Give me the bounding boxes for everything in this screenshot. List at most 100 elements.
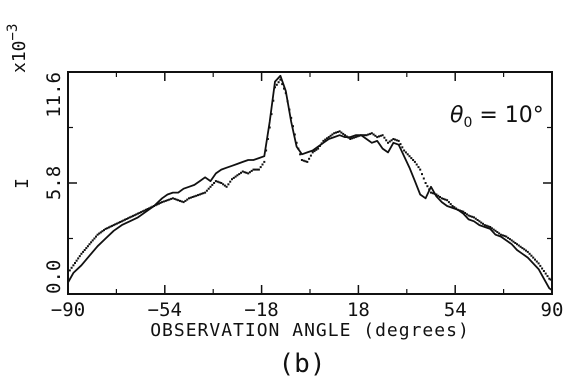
theta-symbol: θ: [450, 103, 464, 128]
series-dotted-point: [456, 208, 459, 211]
series-dotted-point: [133, 214, 136, 217]
plot-frame: [67, 71, 553, 295]
series-dotted-point: [464, 212, 467, 214]
series-dotted-point: [135, 213, 138, 216]
series-dotted-point: [250, 169, 253, 172]
series-dotted-point: [401, 146, 404, 149]
series-dotted-point: [222, 183, 225, 186]
series-dotted-point: [549, 278, 552, 281]
series-dotted-point: [507, 236, 510, 239]
series-dotted-point: [447, 201, 450, 204]
series-dotted-point: [300, 159, 303, 161]
series-dotted-point: [387, 141, 389, 144]
series-dotted-point: [523, 248, 526, 251]
y-tick-label: 0.0: [43, 260, 65, 294]
series-dotted-point: [77, 257, 80, 260]
series-dotted-point: [313, 150, 316, 153]
series-dotted-point: [119, 221, 122, 223]
series-dotted-point: [369, 132, 372, 135]
series-dotted-point: [182, 201, 185, 204]
series-dotted-point: [395, 139, 398, 142]
series-dotted-point: [335, 131, 337, 134]
series-dotted-point: [430, 191, 432, 194]
series-dotted-point: [243, 171, 246, 174]
series-dotted-point: [412, 159, 415, 161]
series-dotted-point: [431, 192, 434, 195]
series-dotted-point: [297, 147, 300, 150]
series-dotted-point: [309, 154, 312, 157]
series-dotted-point: [85, 247, 88, 250]
series-dotted-point: [428, 188, 431, 191]
series-dotted-point: [153, 205, 155, 207]
y-axis-title: I: [12, 177, 33, 189]
series-dotted-point: [381, 134, 384, 137]
series-dotted-point: [164, 199, 167, 202]
series-dotted-point: [109, 225, 112, 228]
series-dotted-point: [342, 132, 345, 135]
series-dotted-point: [439, 196, 441, 198]
series-dotted-point: [88, 243, 91, 246]
series-dotted-point: [75, 259, 78, 262]
series-dotted-point: [240, 171, 242, 174]
series-dotted-point: [245, 171, 248, 174]
series-dotted-point: [275, 83, 278, 86]
series-dotted-point: [530, 254, 533, 257]
y-multiplier-base: x10: [9, 40, 30, 73]
series-dotted-point: [204, 191, 207, 194]
series-dotted-point: [327, 136, 330, 139]
panel-label: (b): [279, 349, 326, 379]
series-dotted-point: [446, 199, 449, 202]
series-dotted-point: [141, 210, 144, 213]
series-dotted-point: [526, 250, 529, 253]
series-dotted-point: [173, 197, 176, 200]
series-dotted-point: [115, 222, 118, 225]
series-dotted-point: [159, 201, 162, 204]
series-dotted-point: [154, 204, 157, 207]
series-dotted-point: [200, 192, 203, 195]
series-dotted-point: [103, 229, 105, 232]
series-dotted-point: [546, 275, 549, 278]
series-dotted-point: [385, 139, 388, 142]
series-dotted-point: [419, 168, 422, 171]
series-dotted-point: [345, 135, 348, 138]
series-dotted-point: [444, 198, 447, 201]
series-dotted-point: [388, 140, 391, 143]
series-dotted-point: [104, 227, 107, 230]
series-dotted-point: [143, 209, 146, 212]
series-dotted-point: [489, 226, 492, 228]
series-dotted-point: [238, 173, 241, 176]
series-dotted-point: [266, 138, 269, 140]
series-dotted-point: [184, 199, 187, 202]
series-dotted-point: [344, 134, 346, 137]
series-dotted-point: [198, 193, 201, 196]
series-dotted-point: [521, 247, 524, 250]
series-dotted-point: [186, 198, 189, 201]
series-dotted-point: [473, 216, 475, 219]
series-dotted-point: [442, 197, 445, 200]
series-dotted-point: [279, 78, 282, 81]
series-dotted-point: [220, 182, 223, 184]
series-dotted-point: [223, 184, 226, 187]
series-dotted-point: [229, 180, 232, 183]
series-dotted-point: [288, 108, 291, 111]
series-dotted-point: [225, 185, 228, 188]
series-dotted-point: [277, 81, 280, 84]
series-dotted-point: [213, 182, 216, 184]
series-dotted-point: [378, 135, 380, 138]
series-dotted-point: [449, 203, 452, 206]
series-dotted-point: [98, 232, 101, 235]
x-tick-label: −54: [148, 299, 182, 321]
series-dotted-point: [292, 125, 294, 128]
theta-annotation: θ0 = 10°: [450, 103, 544, 131]
series-dotted-point: [352, 136, 355, 139]
series-dotted-point: [290, 116, 293, 119]
series-dotted-point: [374, 134, 377, 137]
series-dotted-point: [541, 267, 544, 270]
series-dotted-point: [519, 245, 522, 248]
series-layer: [67, 74, 553, 291]
series-dotted-point: [90, 241, 93, 244]
series-dotted-point: [408, 155, 411, 158]
theta-value: = 10°: [472, 103, 543, 128]
series-dotted-point: [537, 262, 540, 265]
series-dotted-point: [306, 160, 309, 163]
